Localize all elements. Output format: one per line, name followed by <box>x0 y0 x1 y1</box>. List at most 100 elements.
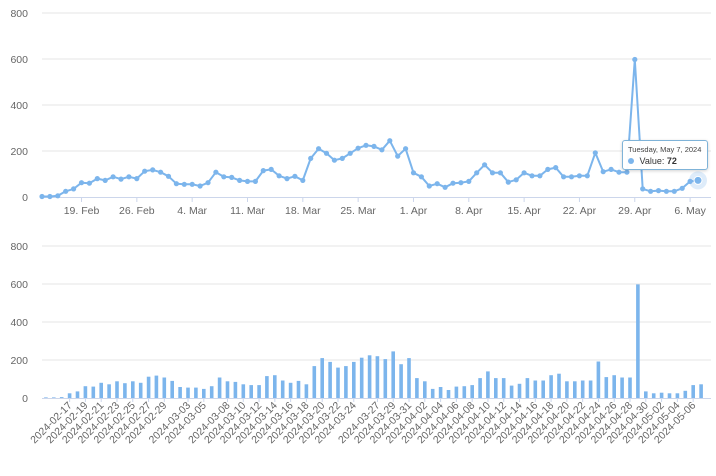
x-tick-label: 2024-02-23 <box>76 400 123 447</box>
bar <box>667 393 672 399</box>
data-point <box>513 177 519 183</box>
data-point <box>221 174 227 180</box>
x-tick-label: 2024-04-28 <box>589 400 636 447</box>
data-point <box>545 166 551 172</box>
data-point <box>537 173 543 179</box>
x-tick-label: 2024-03-10 <box>202 400 249 447</box>
data-point <box>316 146 322 152</box>
data-point <box>39 193 45 200</box>
data-point <box>655 188 662 194</box>
data-point <box>482 162 488 168</box>
data-point <box>671 188 677 194</box>
x-tick-label: 2024-04-26 <box>573 400 620 447</box>
x-tick-label: 2024-03-05 <box>162 400 209 447</box>
bar <box>225 381 230 398</box>
data-point <box>55 193 61 199</box>
bar <box>123 383 127 398</box>
data-point <box>308 155 314 161</box>
data-point <box>102 177 108 183</box>
data-point <box>529 173 535 179</box>
bar <box>573 381 577 398</box>
bar <box>312 366 317 398</box>
bar <box>288 382 293 398</box>
y-tick-label: 800 <box>10 8 28 20</box>
x-tick-label: 2024-03-27 <box>336 400 383 447</box>
data-point <box>78 180 85 186</box>
bar <box>486 371 490 398</box>
bar <box>691 385 695 398</box>
bar <box>367 355 372 399</box>
tooltip-value-label: Value: <box>639 156 665 166</box>
bar <box>52 397 56 398</box>
y-tick-label: 600 <box>10 279 28 291</box>
x-tick-label: 25. Mar <box>340 205 376 217</box>
bar <box>162 377 167 398</box>
x-tick-label: 2024-04-20 <box>526 400 573 447</box>
bar <box>375 356 380 398</box>
x-tick-label: 2024-04-30 <box>604 400 651 447</box>
bar <box>430 388 435 398</box>
bar <box>59 397 64 398</box>
x-tick-label: 2024-03-24 <box>312 400 359 447</box>
data-point <box>118 176 124 182</box>
data-point <box>284 176 290 182</box>
data-point <box>189 181 195 187</box>
data-point <box>410 170 417 176</box>
data-point <box>576 173 583 179</box>
chart-tooltip: Tuesday, May 7, 2024 Value: 72 <box>622 140 708 170</box>
data-point <box>616 169 622 175</box>
x-tick-label: 1. Apr <box>400 205 428 217</box>
data-point <box>521 170 527 176</box>
data-point <box>466 178 472 184</box>
data-point <box>379 147 385 153</box>
x-tick-label: 2024-02-19 <box>44 400 91 447</box>
bar <box>588 380 593 398</box>
data-point <box>632 56 638 63</box>
data-point <box>600 169 606 175</box>
bar <box>67 393 72 399</box>
bar <box>44 397 48 398</box>
data-point <box>418 174 424 180</box>
bar <box>257 385 261 398</box>
x-tick-label: 2024-04-06 <box>415 400 462 447</box>
bar <box>596 361 601 398</box>
bar <box>328 361 332 398</box>
bar <box>462 386 467 398</box>
bar <box>178 387 182 398</box>
bar <box>194 387 198 398</box>
tooltip-value: 72 <box>666 156 677 166</box>
bar <box>683 390 688 398</box>
data-point <box>450 180 456 186</box>
x-tick-label: 2024-03-03 <box>147 400 194 447</box>
bar <box>565 381 569 398</box>
bar <box>557 373 561 398</box>
data-point <box>63 188 69 194</box>
data-point <box>663 188 670 194</box>
bar <box>423 381 427 398</box>
bar <box>202 388 206 398</box>
bar <box>494 378 498 398</box>
data-point <box>442 184 448 190</box>
data-point <box>86 180 92 186</box>
x-tick-label: 2024-04-10 <box>447 400 494 447</box>
bar <box>541 380 545 398</box>
x-tick-label: 2024-02-27 <box>107 400 154 447</box>
bar <box>651 393 656 399</box>
x-tick-label: 2024-03-31 <box>368 400 415 447</box>
x-tick-label: 22. Apr <box>563 205 597 217</box>
data-point <box>371 143 377 149</box>
bar <box>233 381 238 398</box>
data-point <box>237 177 243 183</box>
line-chart: 0 200 400 600 800 19. Feb 26. Feb 4. Mar 11. Mar… <box>10 8 711 217</box>
data-point <box>260 168 266 174</box>
data-point <box>553 165 559 171</box>
bar <box>115 381 119 398</box>
bar <box>612 375 616 398</box>
data-point <box>426 183 432 189</box>
data-point <box>640 186 646 192</box>
bar <box>320 358 324 398</box>
x-tick-label: 2024-04-04 <box>399 400 446 447</box>
x-tick-label: 2024-02-21 <box>60 400 107 447</box>
y-tick-label: 600 <box>10 54 28 66</box>
x-tick-label: 2024-03-18 <box>265 400 312 447</box>
